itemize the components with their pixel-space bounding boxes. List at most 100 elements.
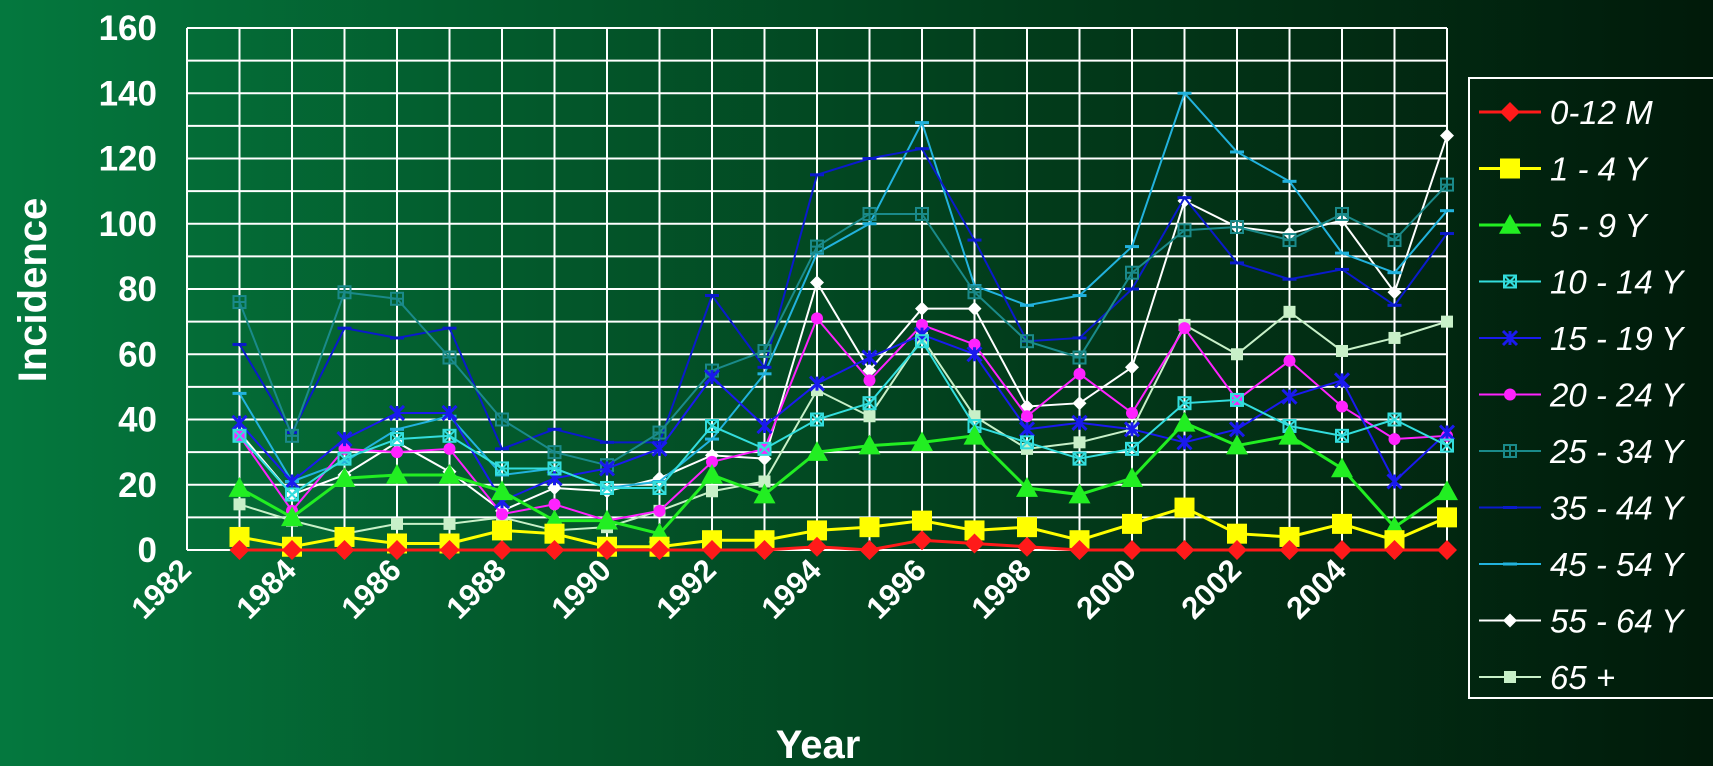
data-point-marker [1500,158,1520,179]
data-point-marker [1121,467,1143,488]
data-point-marker [703,369,721,386]
data-point-marker [1123,421,1141,438]
marker-box [600,481,614,496]
data-point-marker [333,467,356,488]
marker-cross [811,240,823,253]
legend-entry: 65 + [1479,659,1615,696]
marker-cross [1387,412,1402,427]
marker-cross [1231,221,1243,234]
legend-label: 5 - 9 Y [1550,207,1649,244]
data-point-marker [600,481,614,496]
marker-cross [1336,207,1348,220]
legend-label: 1 - 4 Y [1550,151,1649,188]
data-point-marker [964,533,985,554]
marker-box [915,334,929,349]
data-point-marker [753,483,776,504]
marker-cross [757,442,772,456]
x-tick-label: 1988 [439,552,513,626]
series-line [239,538,1447,552]
data-point-marker [492,540,512,560]
series-35-44-y [232,147,1454,451]
marker-cross [653,426,666,439]
y-tick-label: 40 [118,401,157,440]
data-point-marker [495,461,509,476]
data-point-marker [912,530,932,551]
data-point-marker [1279,526,1300,547]
marker-box [652,481,667,496]
data-point-marker [547,481,562,496]
data-point-marker [807,536,827,557]
data-series [228,91,1458,560]
marker-box [442,428,457,443]
data-point-marker [1126,406,1138,419]
marker-cross [1021,335,1033,348]
marker-cross [1230,393,1244,407]
series-65 [233,305,1453,540]
data-point-marker [337,285,352,300]
data-point-marker [862,363,877,378]
data-point-marker [1073,367,1086,380]
y-tick-label: 140 [99,74,157,113]
legend-entry: 55 - 64 Y [1479,603,1685,640]
data-point-marker [1176,434,1193,451]
series-15-19-y [231,326,1456,510]
y-tick-label: 160 [99,9,157,48]
data-point-marker [1283,305,1296,318]
data-point-marker [1125,265,1139,280]
data-point-marker [1441,315,1453,328]
data-point-marker [1335,428,1349,443]
data-point-marker [334,540,355,560]
x-tick-label: 1984 [229,552,303,626]
data-point-marker [547,461,562,476]
marker-cross [285,487,299,502]
marker-cross [968,286,981,299]
data-point-marker [757,441,772,456]
data-point-marker [858,434,881,455]
series-line [238,183,1448,467]
marker-box [337,451,352,466]
series-45-54-y [232,91,1454,490]
series-5-9-y [228,411,1458,543]
data-point-marker [492,520,512,541]
legend-entry: 0-12 M [1479,94,1653,131]
data-point-marker [285,428,299,443]
data-point-marker [495,412,509,427]
data-point-marker [912,510,932,531]
data-point-marker [1072,451,1087,466]
data-point-marker [1503,613,1517,628]
data-point-marker [1501,329,1519,347]
marker-cross [1441,178,1453,191]
data-point-marker [1437,507,1457,528]
data-point-marker [443,517,456,530]
marker-box [810,412,824,427]
data-point-marker [1228,421,1246,438]
data-point-marker [863,374,876,387]
marker-box [285,487,299,502]
y-axis-ticks: 0 20 40 60 80 100 120 140 160 [99,9,157,570]
marker-box [757,441,772,456]
y-tick-label: 120 [99,140,157,179]
data-point-marker [232,295,247,310]
marker-cross [232,429,247,443]
data-point-marker [548,498,561,511]
data-point-marker [1174,540,1195,560]
x-tick-label: 1982 [124,552,198,626]
data-point-marker [443,442,456,455]
data-point-marker [1500,102,1520,122]
data-point-marker [1387,285,1402,300]
marker-cross [1126,266,1138,279]
data-point-marker [1499,214,1521,234]
data-point-marker [1173,411,1196,432]
data-point-marker [1177,223,1192,238]
data-point-marker [911,431,933,452]
data-point-marker [597,540,617,560]
data-point-marker [1021,410,1033,423]
data-point-marker [806,441,828,461]
data-point-marker [1332,513,1352,534]
data-point-marker [233,498,246,511]
data-point-marker [810,239,824,254]
y-axis-title: Incidence [11,198,55,383]
legend-box [1468,77,1713,699]
data-point-marker [1174,497,1195,518]
